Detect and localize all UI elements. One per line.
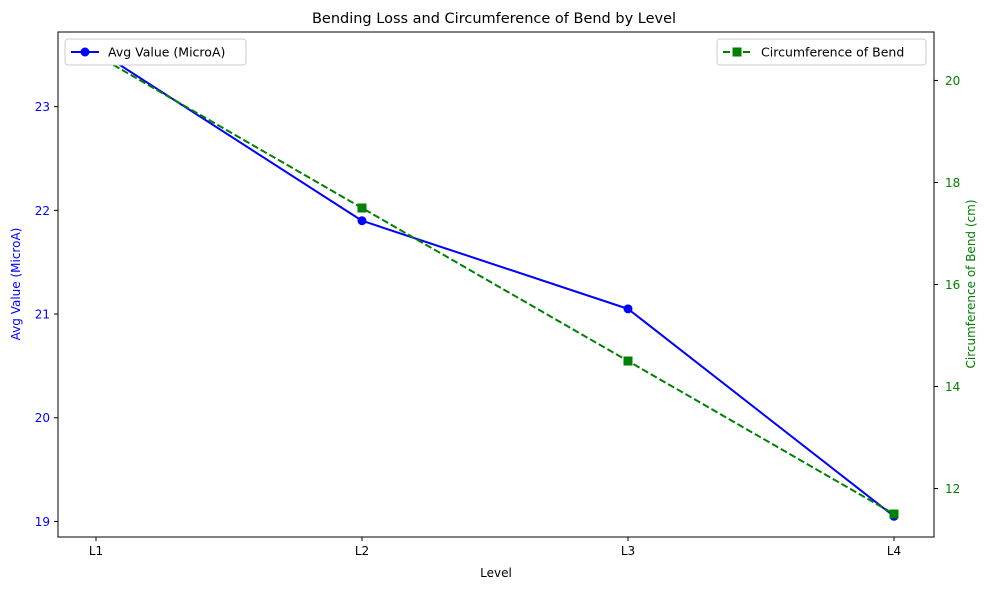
legend-circumference: Circumference of Bend: [716, 38, 927, 66]
left-y-tick-label: 22: [35, 204, 50, 218]
x-tick-label: L3: [621, 544, 635, 558]
legend-box: [64, 38, 247, 66]
series-line-circumference: [95, 54, 895, 515]
x-tick-label: L1: [89, 544, 103, 558]
chart-title: Bending Loss and Circumference of Bend b…: [312, 11, 676, 27]
left-y-tick-label: 21: [35, 308, 50, 322]
right-y-tick-label: 16: [945, 278, 960, 292]
right-y-tick-label: 20: [945, 74, 960, 88]
legend-label-circumference: Circumference of Bend: [761, 45, 904, 60]
x-axis-title: Level: [480, 566, 512, 580]
left-y-tick-label: 20: [35, 411, 50, 425]
legend-avg-value: Avg Value (MicroA): [64, 38, 247, 66]
data-point-avg-value: [357, 216, 367, 226]
legend-box: [716, 38, 927, 66]
right-y-axis-title: Circumference of Bend (cm): [964, 199, 978, 368]
x-tick-label: L2: [355, 544, 369, 558]
data-point-circumference: [623, 356, 633, 366]
legend-marker-avg-value: [80, 47, 90, 57]
legend-label-avg-value: Avg Value (MicroA): [108, 45, 225, 60]
data-point-avg-value: [623, 304, 633, 314]
left-y-axis-title: Avg Value (MicroA): [9, 228, 23, 341]
data-point-circumference: [889, 509, 899, 519]
right-y-tick-label: 18: [945, 176, 960, 190]
x-tick-label: L4: [887, 544, 901, 558]
series-line-avg-value: [95, 48, 895, 518]
left-y-tick-label: 19: [35, 515, 50, 529]
x-axis: L1 L2 L3 L4: [89, 537, 901, 558]
data-point-circumference: [357, 203, 367, 213]
left-y-tick-label: 23: [35, 100, 50, 114]
left-y-axis: 19 20 21 22 23: [35, 100, 58, 529]
right-y-axis: 12 14 16 18 20: [934, 74, 960, 496]
right-y-tick-label: 12: [945, 482, 960, 496]
right-y-tick-label: 14: [945, 380, 960, 394]
legend-marker-circumference: [732, 47, 742, 57]
